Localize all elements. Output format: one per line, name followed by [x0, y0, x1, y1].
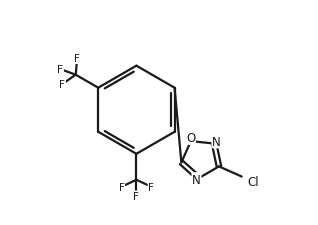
Text: F: F [74, 54, 80, 64]
Text: O: O [186, 132, 196, 145]
Text: Cl: Cl [247, 175, 259, 188]
Text: N: N [212, 135, 221, 148]
Text: F: F [58, 65, 63, 75]
Text: F: F [59, 80, 65, 90]
Text: F: F [148, 182, 154, 192]
Text: F: F [119, 182, 125, 192]
Text: F: F [134, 191, 139, 201]
Text: N: N [192, 173, 201, 186]
